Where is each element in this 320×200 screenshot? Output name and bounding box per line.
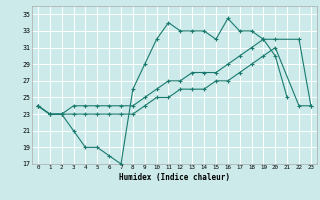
X-axis label: Humidex (Indice chaleur): Humidex (Indice chaleur) [119,173,230,182]
